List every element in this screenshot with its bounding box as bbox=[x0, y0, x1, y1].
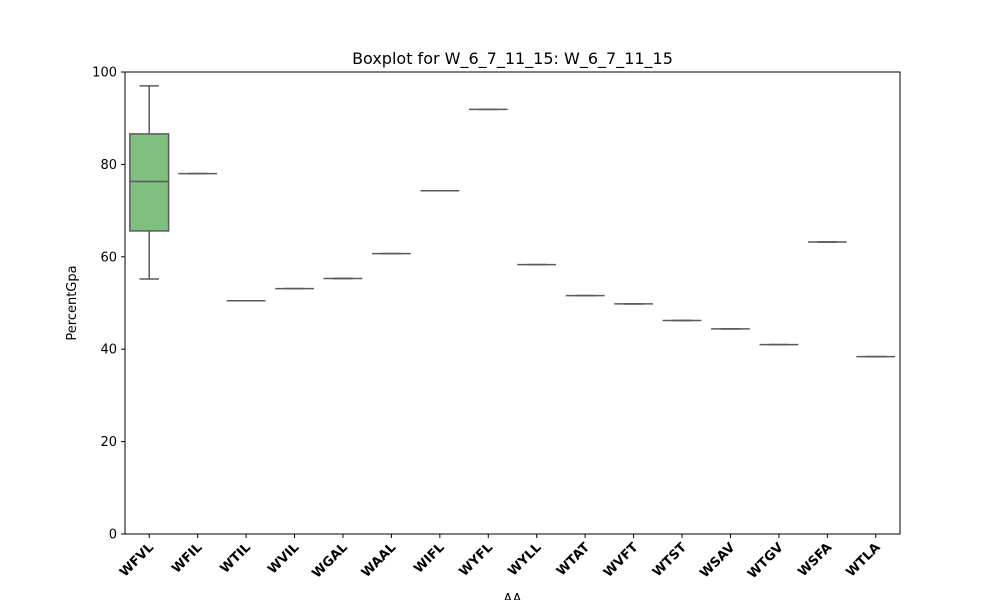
x-tick-label: WTLA bbox=[844, 540, 884, 580]
x-tick-label: WSFA bbox=[795, 540, 835, 580]
x-tick-label: WVFT bbox=[601, 540, 642, 581]
y-tick-label: 0 bbox=[109, 528, 117, 543]
x-tick-label: WAAL bbox=[359, 540, 399, 580]
x-tick-label: WYFL bbox=[457, 540, 497, 580]
y-axis-label: PercentGpa bbox=[65, 265, 80, 340]
y-tick-label: 20 bbox=[100, 435, 117, 450]
y-tick-label: 40 bbox=[100, 343, 117, 358]
chart-title: Boxplot for W_6_7_11_15: W_6_7_11_15 bbox=[352, 49, 673, 69]
plot-frame bbox=[124, 71, 901, 535]
x-tick-label: WIFL bbox=[411, 540, 447, 576]
x-tick-label: WYLL bbox=[505, 540, 544, 579]
y-tick-label: 60 bbox=[100, 250, 117, 265]
x-tick-label: WTGV bbox=[745, 540, 787, 582]
x-axis: WFVL WFIL WTIL WVIL WGAL WAAL WIFL WYFL WYLL WTAT… bbox=[117, 534, 884, 582]
x-tick-label: WTST bbox=[650, 540, 690, 580]
x-tick-label: WSAV bbox=[697, 540, 738, 581]
x-tick-label: WTAT bbox=[554, 540, 593, 579]
x-tick-label: WFIL bbox=[169, 540, 205, 576]
y-tick-label: 100 bbox=[92, 66, 117, 81]
plot-area bbox=[129, 85, 896, 358]
x-axis-label: AA bbox=[503, 592, 521, 600]
y-tick-label: 80 bbox=[100, 158, 117, 173]
box-body bbox=[129, 133, 170, 232]
x-tick-label: WTIL bbox=[218, 540, 254, 576]
box-wfvl bbox=[129, 85, 170, 280]
x-tick-label: WFVL bbox=[117, 540, 157, 580]
x-tick-label: WGAL bbox=[310, 540, 351, 581]
x-tick-label: WVIL bbox=[265, 540, 302, 577]
y-axis: 0 20 40 60 80 100 bbox=[92, 66, 125, 543]
